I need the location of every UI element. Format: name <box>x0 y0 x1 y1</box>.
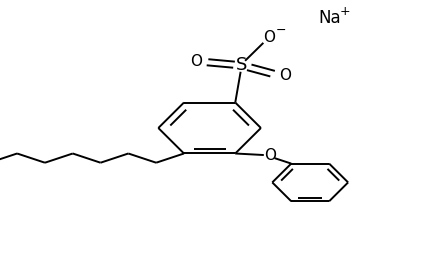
Text: O: O <box>190 54 202 69</box>
Text: O: O <box>264 148 276 163</box>
Text: +: + <box>339 5 350 18</box>
Text: O: O <box>279 68 291 83</box>
Text: Na: Na <box>319 9 341 27</box>
Text: −: − <box>276 24 286 37</box>
Text: S: S <box>236 56 248 74</box>
Text: O: O <box>263 30 275 45</box>
